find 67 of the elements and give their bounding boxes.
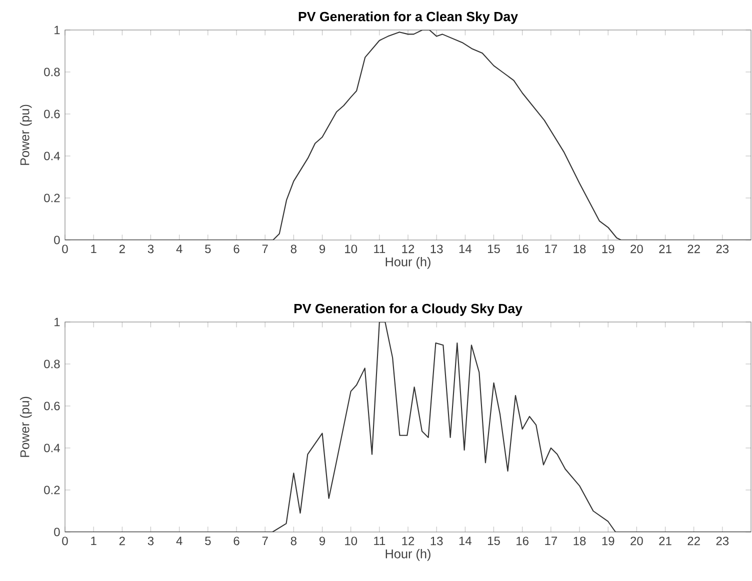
x-tick-label: 3 (148, 244, 154, 254)
x-tick-label: 1 (91, 536, 96, 545)
x-tick-label: 13 (430, 536, 443, 546)
x-tick-label: 19 (602, 536, 614, 546)
x-tick-label: 20 (630, 536, 643, 546)
x-tick-label: 6 (234, 536, 240, 546)
x-tick-label: 12 (402, 244, 414, 254)
chart-title: PV Generation for a Clean Sky Day (298, 12, 518, 24)
x-tick-label: 8 (290, 244, 296, 254)
x-tick-label: 19 (602, 244, 614, 254)
x-tick-label: 13 (430, 244, 443, 254)
x-tick-label: 8 (290, 536, 296, 546)
x-tick-label: 11 (374, 536, 386, 545)
x-tick-label: 9 (319, 244, 326, 254)
x-tick-label: 14 (459, 244, 472, 253)
x-tick-label: 1 (91, 244, 96, 253)
x-tick-label: 18 (574, 536, 586, 546)
x-tick-label: 6 (234, 244, 240, 254)
x-tick-label: 9 (319, 536, 326, 546)
x-tick-label: 22 (688, 536, 700, 546)
x-tick-label: 22 (688, 244, 700, 254)
x-tick-label: 20 (630, 244, 643, 254)
x-tick-label: 10 (345, 536, 358, 546)
x-tick-label: 15 (488, 244, 500, 254)
y-axis-title: Power (pu) (20, 396, 32, 457)
y-tick-label: 0.8 (44, 360, 60, 368)
y-tick-label: 0.8 (44, 68, 60, 76)
x-axis-title: Hour (h) (386, 549, 430, 561)
x-tick-label: 21 (659, 244, 672, 254)
y-tick-label: 0.6 (44, 110, 60, 118)
x-tick-label: 16 (516, 536, 528, 546)
y-tick-label: 1 (54, 26, 60, 34)
x-tick-label: 16 (516, 244, 528, 254)
y-tick-label: 0.2 (44, 194, 60, 202)
chart-title: PV Generation for a Cloudy Sky Day (294, 304, 522, 316)
y-tick-label: 0.6 (44, 402, 60, 410)
x-tick-label: 17 (545, 536, 557, 545)
x-tick-label: 5 (205, 536, 211, 546)
x-tick-label: 2 (119, 536, 125, 546)
x-tick-label: 7 (262, 536, 268, 545)
x-tick-label: 23 (716, 244, 729, 254)
x-tick-label: 12 (402, 536, 414, 546)
x-tick-label: 11 (374, 244, 386, 253)
x-tick-label: 5 (205, 244, 211, 254)
y-tick-label: 0.4 (44, 444, 60, 452)
x-tick-label: 14 (459, 536, 472, 545)
line-series (65, 322, 752, 532)
x-tick-label: 0 (62, 244, 68, 254)
x-tick-label: 0 (62, 536, 68, 546)
x-axis-title: Hour (h) (386, 257, 430, 269)
x-tick-label: 17 (545, 244, 557, 253)
x-tick-label: 18 (574, 244, 586, 254)
y-axis-title: Power (pu) (20, 104, 32, 165)
x-tick-label: 4 (176, 244, 182, 253)
x-tick-label: 4 (176, 536, 182, 545)
x-tick-label: 3 (148, 536, 154, 546)
y-tick-label: 0.4 (44, 152, 60, 160)
x-tick-label: 23 (716, 536, 729, 546)
y-tick-label: 1 (54, 318, 60, 326)
x-tick-label: 10 (345, 244, 358, 254)
x-tick-label: 21 (659, 536, 672, 546)
x-tick-label: 15 (488, 536, 500, 546)
y-tick-label: 0 (54, 236, 60, 244)
x-tick-label: 2 (119, 244, 125, 254)
y-tick-label: 0 (54, 528, 60, 536)
x-tick-label: 7 (262, 244, 268, 253)
y-tick-label: 0.2 (44, 486, 60, 494)
